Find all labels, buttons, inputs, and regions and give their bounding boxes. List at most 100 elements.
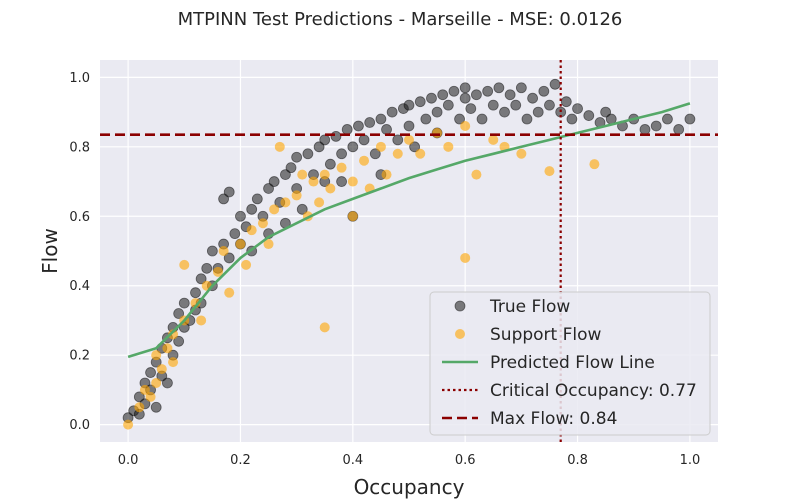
true-flow-point (487, 99, 499, 111)
true-flow-point (549, 78, 561, 90)
x-tick-label: 0.8 (567, 453, 588, 468)
true-flow-point (162, 377, 173, 389)
x-tick-label: 0.2 (230, 453, 251, 468)
true-flow-point (583, 110, 595, 121)
support-flow-point (375, 141, 386, 152)
support-flow-point (123, 419, 134, 430)
support-flow-point (168, 329, 179, 340)
support-flow-point (381, 169, 392, 180)
true-flow-point (296, 203, 308, 215)
true-flow-point (375, 113, 387, 125)
true-flow-point (386, 106, 398, 118)
true-flow-point (566, 113, 578, 125)
support-flow-point (162, 343, 173, 354)
true-flow-point (358, 134, 370, 146)
predicted-flow-line (127, 102, 691, 359)
true-flow-point (414, 96, 426, 108)
support-flow-point (336, 162, 347, 173)
support-flow-point (246, 225, 257, 236)
true-flow-point (145, 367, 156, 378)
true-flow-point (482, 85, 494, 97)
true-flow-point (190, 287, 201, 299)
true-flow-point (173, 308, 185, 319)
x-tick-label: 1.0 (680, 453, 701, 468)
true-flow-point (313, 141, 325, 153)
support-flow-point (404, 134, 414, 145)
support-flow-point (308, 176, 319, 187)
legend: True Flow Support Flow Predicted Flow Line… (429, 291, 711, 436)
true-flow-point (330, 130, 342, 142)
support-flow-point (544, 166, 555, 177)
y-tick-label: 1.0 (69, 71, 90, 86)
support-flow-point (392, 148, 403, 159)
true-flow-point (392, 134, 404, 146)
x-tick-label: 0.4 (342, 453, 363, 468)
tick-labels: 0.0 0.2 0.4 0.6 0.8 1.0 0.0 0.2 0.4 0.6 0.8 1.0 (69, 71, 700, 468)
support-flow-point (325, 183, 336, 194)
true-flow-point (341, 124, 353, 135)
true-flow-point (364, 117, 376, 128)
true-flow-point (223, 186, 235, 198)
true-flow-point (133, 391, 145, 403)
x-axis-label: Occupancy (354, 475, 465, 499)
true-flow-point (454, 113, 465, 125)
support-flow-point (196, 315, 207, 326)
true-flow-point (336, 176, 347, 187)
true-flow-point (527, 92, 538, 104)
support-flow-point (224, 287, 235, 298)
true-flow-point (206, 245, 218, 257)
support-flow-point (443, 141, 454, 152)
true-flow-point (223, 252, 235, 264)
support-flow-point (241, 259, 252, 270)
support-flow-point (263, 239, 274, 250)
true-flow-point (229, 228, 241, 240)
true-flow-point (521, 113, 533, 125)
support-flow-point (415, 148, 426, 159)
true-flow-point (420, 113, 432, 125)
true-flow-point (471, 89, 482, 101)
legend-label: Max Flow: 0.84 (490, 409, 617, 429)
true-flow-point (431, 106, 443, 118)
true-flow-point (251, 193, 263, 205)
support-flow-point (280, 197, 291, 208)
true-flow-point (538, 85, 550, 97)
y-tick-label: 0.0 (69, 418, 90, 433)
legend-label: Support Flow (490, 325, 602, 345)
support-flow-point (179, 259, 190, 270)
support-flow-point (151, 350, 162, 361)
support-flow-point (257, 218, 268, 229)
support-flow-point (291, 190, 302, 201)
support-flow-point (589, 159, 600, 170)
support-flow-point (218, 246, 229, 256)
true-flow-point (684, 113, 696, 125)
true-flow-point (381, 124, 392, 135)
true-flow-point (246, 203, 258, 215)
support-flow-point (274, 141, 285, 152)
support-flow-point (460, 252, 471, 263)
true-flow-point (347, 141, 359, 153)
true-flow-point (650, 120, 662, 132)
true-flow-point (504, 89, 516, 101)
x-tick-label: 0.6 (455, 453, 476, 468)
support-flow-point (145, 391, 156, 402)
support-flow-point (156, 364, 167, 375)
y-axis-label: Flow (38, 228, 62, 274)
x-tick-label: 0.0 (118, 453, 139, 468)
support-flow-point (314, 197, 325, 208)
true-flow-point (437, 89, 449, 101)
true-flow-point (493, 82, 505, 94)
legend-box (429, 291, 711, 436)
true-flow-point (459, 82, 471, 94)
support-flow-point (359, 155, 370, 166)
true-flow-point (291, 151, 303, 163)
support-flow-point (516, 148, 527, 159)
reference-lines (100, 60, 718, 442)
support-flow-point (432, 127, 443, 138)
legend-true-flow-marker (454, 300, 466, 312)
true-flow-point (560, 96, 572, 108)
support-flow-point (347, 176, 358, 187)
y-tick-label: 0.8 (69, 140, 90, 155)
true-flow-point (173, 335, 185, 347)
true-flow-point (426, 92, 437, 104)
